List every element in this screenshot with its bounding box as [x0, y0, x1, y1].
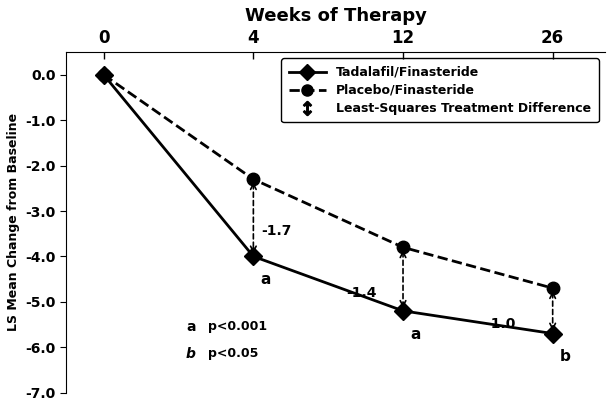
Text: -1.7: -1.7	[261, 224, 291, 238]
Text: p<0.05: p<0.05	[209, 348, 259, 361]
Text: b: b	[186, 347, 196, 361]
Text: a: a	[411, 327, 421, 342]
Y-axis label: LS Mean Change from Baseline: LS Mean Change from Baseline	[7, 113, 20, 331]
Text: a: a	[261, 272, 271, 287]
Text: a: a	[186, 320, 195, 334]
X-axis label: Weeks of Therapy: Weeks of Therapy	[245, 7, 427, 25]
Legend: Tadalafil/Finasteride, Placebo/Finasteride, Least-Squares Treatment Difference: Tadalafil/Finasteride, Placebo/Finasteri…	[281, 58, 599, 122]
Text: -1.0: -1.0	[485, 317, 516, 331]
Text: -1.4: -1.4	[346, 286, 376, 300]
Text: b: b	[560, 349, 571, 364]
Text: p<0.001: p<0.001	[209, 320, 267, 333]
